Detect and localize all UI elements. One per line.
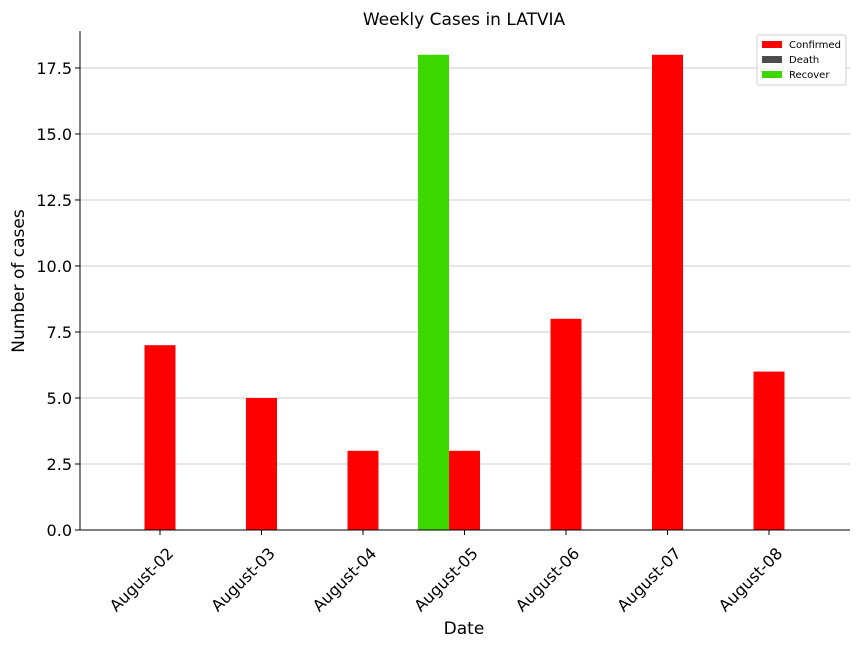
y-tick-label: 15.0	[36, 125, 72, 144]
x-tick-label: August-03	[207, 544, 279, 616]
bar-confirmed-august-08	[753, 371, 785, 530]
bar-confirmed-august-03	[246, 397, 277, 530]
y-ticks: 0.0 2.5 5.0 7.5 10.0 12.5 15.0 17.5	[36, 59, 80, 540]
x-tick-label: August-05	[410, 544, 482, 616]
y-tick-label: 0.0	[47, 521, 72, 540]
y-tick-label: 12.5	[36, 191, 72, 210]
bar-confirmed-august-07	[652, 54, 683, 531]
legend-label-confirmed: Confirmed	[789, 40, 841, 51]
bar-confirmed-august-06	[550, 318, 582, 530]
y-tick-label: 10.0	[36, 257, 72, 276]
bar-recover-august-05	[418, 54, 449, 531]
x-tick-label: August-02	[106, 544, 178, 616]
y-tick-label: 5.0	[47, 389, 72, 408]
y-tick-label: 17.5	[36, 59, 72, 78]
x-tick-label: August-06	[512, 544, 584, 616]
x-tick-label: August-04	[309, 544, 381, 616]
legend: Confirmed Death Recover	[756, 34, 847, 86]
legend-swatch-death	[762, 56, 782, 63]
bar-confirmed-august-05	[449, 450, 480, 530]
y-tick-label: 2.5	[47, 455, 72, 474]
legend-label-recover: Recover	[789, 70, 830, 81]
x-ticks: August-02 August-03 August-04 August-05 Augu…	[106, 530, 787, 616]
x-tick-label: August-08	[715, 544, 787, 616]
legend-label-death: Death	[789, 55, 819, 66]
x-axis-label: Date	[444, 619, 485, 639]
y-axis-label: Number of cases	[9, 209, 29, 353]
bar-confirmed-august-04	[347, 450, 379, 530]
bar-confirmed-august-02	[144, 345, 176, 530]
chart-title: Weekly Cases in LATVIA	[363, 10, 566, 30]
legend-swatch-confirmed	[762, 41, 782, 48]
y-tick-label: 7.5	[47, 323, 72, 342]
grid-lines	[80, 67, 850, 465]
bars-group	[144, 54, 785, 531]
legend-swatch-recover	[762, 71, 782, 78]
x-tick-label: August-07	[613, 544, 685, 616]
